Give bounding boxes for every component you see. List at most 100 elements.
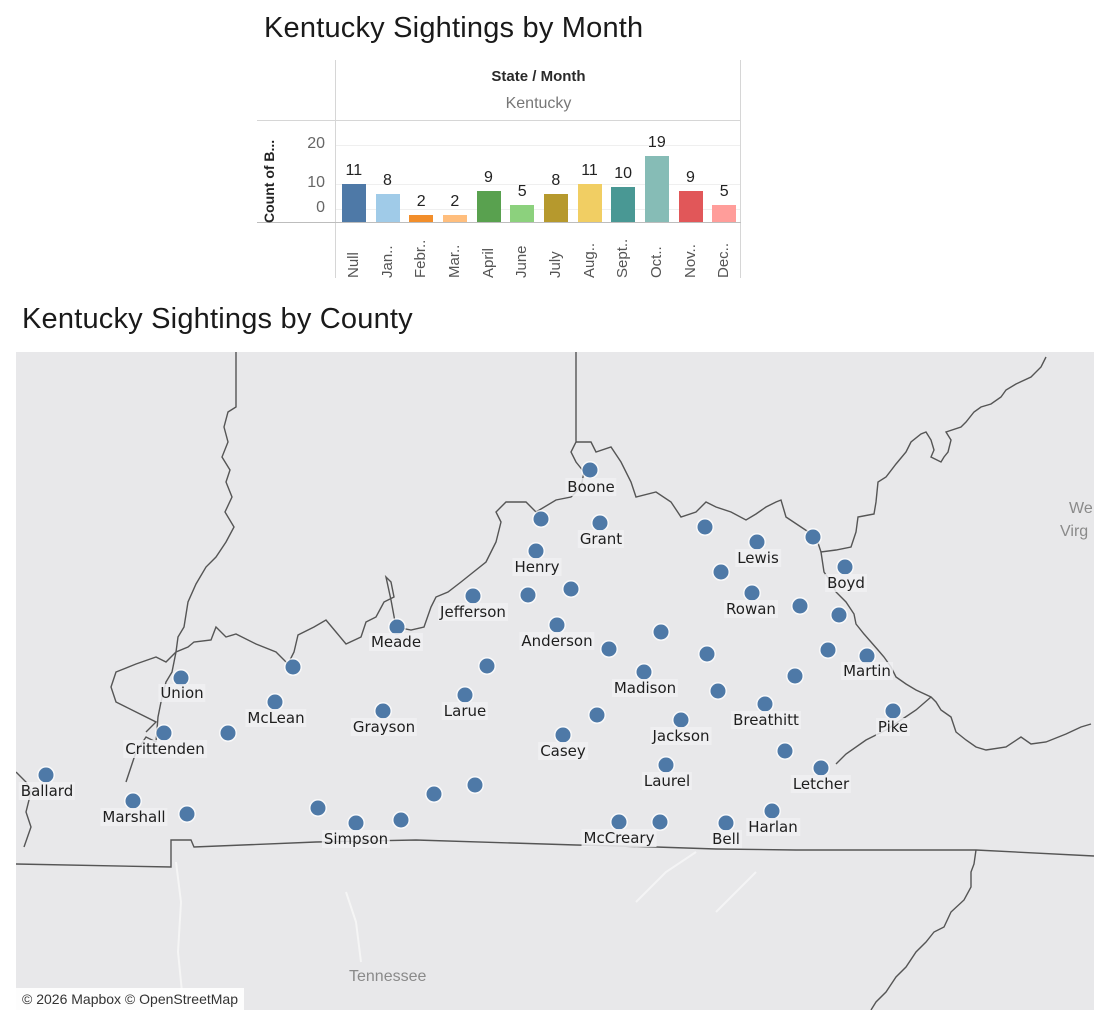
county-label-breathitt: Breathitt <box>731 711 801 729</box>
header-divider-vertical <box>335 60 336 278</box>
x-tick-label: Febr.. <box>412 239 430 278</box>
bar-null[interactable] <box>341 183 366 222</box>
county-dot[interactable] <box>757 696 773 712</box>
county-label-simpson: Simpson <box>321 830 391 848</box>
county-dot[interactable] <box>389 619 405 635</box>
bar-jan[interactable] <box>375 194 400 222</box>
county-dot[interactable] <box>885 703 901 719</box>
county-dot[interactable] <box>533 511 549 527</box>
gridline-0 <box>336 209 740 210</box>
bar-febr[interactable] <box>409 215 434 222</box>
county-dot[interactable] <box>749 534 765 550</box>
county-dot[interactable] <box>173 670 189 686</box>
county-dot[interactable] <box>267 694 283 710</box>
map-title: Kentucky Sightings by County <box>22 303 413 335</box>
bar-value-label: 8 <box>551 172 561 189</box>
county-label-crittenden: Crittenden <box>123 740 207 758</box>
county-dot[interactable] <box>636 664 652 680</box>
county-dot[interactable] <box>820 642 836 658</box>
county-dot[interactable] <box>764 803 780 819</box>
county-dot[interactable] <box>589 707 605 723</box>
county-dot[interactable] <box>285 659 301 675</box>
county-dot[interactable] <box>744 585 760 601</box>
county-label-letcher: Letcher <box>790 775 852 793</box>
bar-value-label: 11 <box>345 161 363 179</box>
county-dot[interactable] <box>831 607 847 623</box>
county-dot[interactable] <box>555 727 571 743</box>
y-tick-10: 10 <box>307 174 325 191</box>
x-axis-labels: Null Jan.. Febr.. Mar.. April June July Aug.. Se… <box>257 60 741 278</box>
x-axis-line <box>257 222 741 223</box>
bar-sept[interactable] <box>611 187 636 222</box>
county-dot[interactable] <box>38 767 54 783</box>
county-dot[interactable] <box>592 515 608 531</box>
bar-mar[interactable] <box>442 215 467 222</box>
county-label-grant: Grant <box>577 530 625 548</box>
bar-dec[interactable] <box>712 204 737 222</box>
county-dot[interactable] <box>787 668 803 684</box>
kentucky-county-map[interactable]: Boone Grant Henry Jefferson Meade Anderson Lew… <box>16 352 1094 1010</box>
county-dot[interactable] <box>467 777 483 793</box>
bar-oct[interactable] <box>644 155 669 222</box>
county-label-bell: Bell <box>710 830 742 848</box>
county-label-mccreary: McCreary <box>581 829 657 847</box>
county-dot[interactable] <box>837 559 853 575</box>
x-tick-label: July <box>546 251 564 278</box>
county-dot[interactable] <box>563 581 579 597</box>
county-dot[interactable] <box>658 757 674 773</box>
county-dot[interactable] <box>125 793 141 809</box>
county-dot[interactable] <box>653 624 669 640</box>
county-dot[interactable] <box>805 529 821 545</box>
county-dot[interactable] <box>611 814 627 830</box>
county-label-rowan: Rowan <box>724 600 778 618</box>
county-dot[interactable] <box>777 743 793 759</box>
county-dot[interactable] <box>697 519 713 535</box>
county-dot[interactable] <box>220 725 236 741</box>
county-label-ballard: Ballard <box>18 782 76 800</box>
county-dot[interactable] <box>528 543 544 559</box>
bar-value-label: 2 <box>450 193 460 210</box>
state-label-west-virginia-line1: We <box>1069 500 1093 517</box>
gridline-20 <box>336 145 740 146</box>
bar-aug[interactable] <box>577 183 602 222</box>
county-dot[interactable] <box>673 712 689 728</box>
bar-value-label: 19 <box>647 133 666 151</box>
county-dot[interactable] <box>859 648 875 664</box>
state-label-west-virginia-line2: Virg <box>1060 523 1089 540</box>
county-dot[interactable] <box>393 812 409 828</box>
county-dot[interactable] <box>601 641 617 657</box>
county-dot[interactable] <box>348 815 364 831</box>
bar-chart: State / Month Kentucky Count of B... 20 … <box>257 60 741 278</box>
column-header-kentucky: Kentucky <box>505 95 572 112</box>
bar-july[interactable] <box>543 194 568 222</box>
map-attribution[interactable]: © 2026 Mapbox © OpenStreetMap <box>16 988 244 1010</box>
county-dot[interactable] <box>156 725 172 741</box>
county-dot[interactable] <box>792 598 808 614</box>
county-dot[interactable] <box>713 564 729 580</box>
county-label-grayson: Grayson <box>350 718 418 736</box>
county-dot[interactable] <box>699 646 715 662</box>
county-dot[interactable] <box>465 588 481 604</box>
county-dot[interactable] <box>582 462 598 478</box>
bar-april[interactable] <box>476 190 501 222</box>
county-label-anderson: Anderson <box>519 632 595 650</box>
county-dot[interactable] <box>718 815 734 831</box>
county-dot[interactable] <box>710 683 726 699</box>
county-dot[interactable] <box>375 703 391 719</box>
county-dot[interactable] <box>549 617 565 633</box>
county-dot[interactable] <box>310 800 326 816</box>
y-tick-20: 20 <box>307 135 325 152</box>
county-dot[interactable] <box>813 760 829 776</box>
bar-june[interactable] <box>510 204 535 222</box>
county-dot[interactable] <box>426 786 442 802</box>
bar-value-label: 5 <box>719 182 729 200</box>
x-tick-label: Mar.. <box>445 244 463 278</box>
county-dot[interactable] <box>652 814 668 830</box>
x-tick-label: April <box>479 247 497 278</box>
county-dot[interactable] <box>479 658 495 674</box>
county-label-mclean: McLean <box>245 709 307 727</box>
county-dot[interactable] <box>520 587 536 603</box>
county-dot[interactable] <box>457 687 473 703</box>
county-dot[interactable] <box>179 806 195 822</box>
bar-nov[interactable] <box>678 190 703 222</box>
